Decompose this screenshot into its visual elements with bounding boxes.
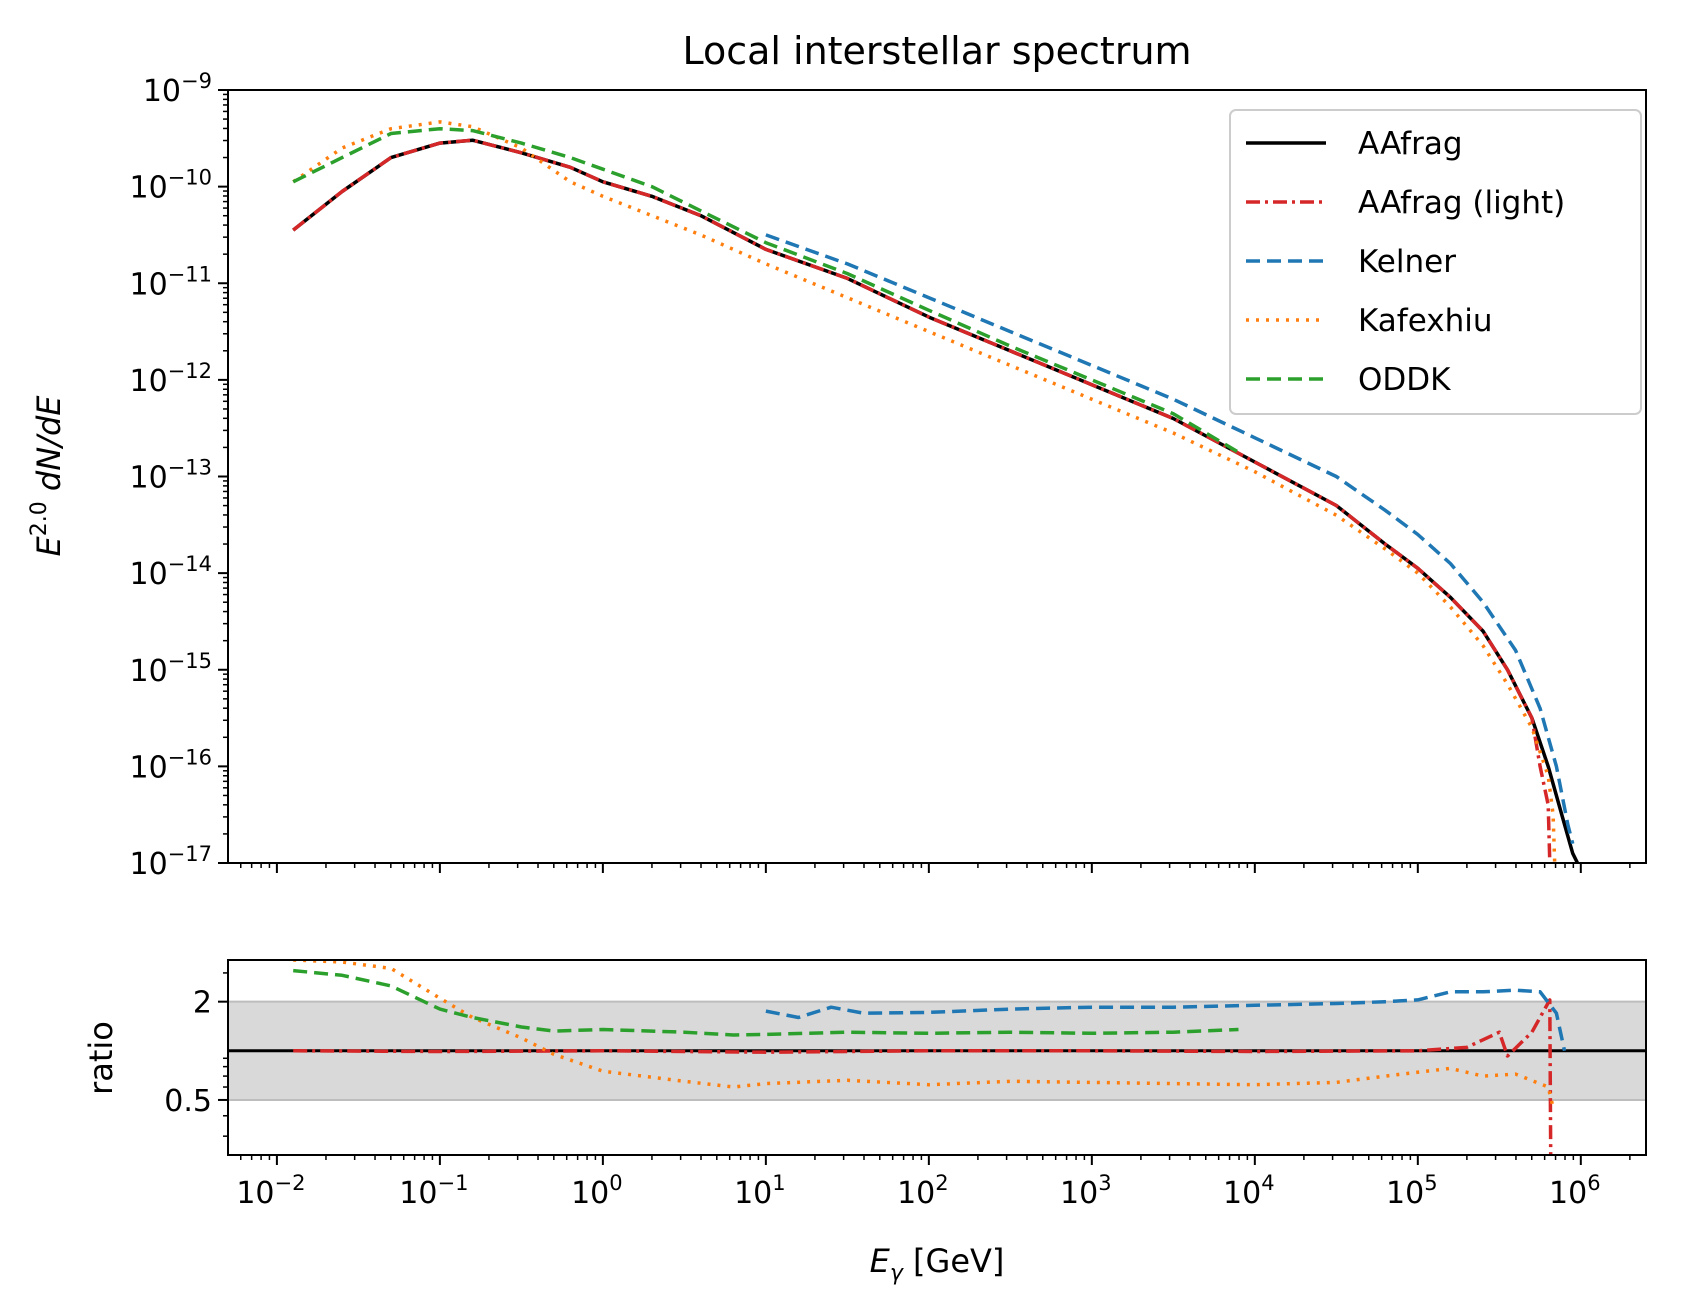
x-tick-label: 104 [1223,1171,1275,1211]
bottom-panel: 10−2 10−1 100 101 102 103 104 105 106 2 0.5 ratio [82,959,1647,1211]
legend: AAfrag AAfrag (light) Kelner Kafexhiu ODDK [1229,109,1642,415]
bottom-plot-frame [227,959,1647,1156]
x-tick-label: 10−1 [399,1171,468,1211]
bottom-series-group [228,960,1646,1155]
bottom-y-tick-label: 0.5 [164,1084,212,1119]
legend-label-kafexhiu: Kafexhiu [1358,303,1492,339]
x-tick-label: 10−2 [236,1171,305,1211]
x-tick-label: 101 [734,1171,786,1211]
top-axis-ticks: 10−9 10−10 10−11 10−12 10−13 10−14 10−15 10−16 1… [129,69,1631,882]
legend-label-aafrag: AAfrag [1358,126,1463,162]
top-y-tick-label: 10−10 [129,166,212,206]
legend-label-aafrag-light: AAfrag (light) [1358,185,1565,221]
bottom-y-tick-label: 2 [193,986,212,1021]
ratio-line-kafexhiu [293,960,1555,1108]
ratio-line-aafrag-light [293,998,1553,1155]
top-y-tick-label: 10−11 [129,262,212,302]
legend-box [1229,109,1642,415]
top-y-tick-label: 10−17 [129,842,212,882]
x-tick-label: 102 [897,1171,949,1211]
top-y-tick-label: 10−16 [129,745,212,785]
spectrum-line-kelner [765,233,1575,845]
top-series-group [292,120,1580,863]
x-tick-label: 105 [1386,1171,1438,1211]
spectrum-line-kafexhiu [292,120,1557,863]
x-axis-label: Eγ [GeV] [870,1242,1005,1286]
spectrum-line-aafrag-light [292,138,1552,863]
top-y-tick-label: 10−12 [129,359,212,399]
bottom-y-axis-label: ratio [82,1021,120,1095]
top-y-tick-label: 10−15 [129,649,212,689]
x-tick-label: 103 [1060,1171,1112,1211]
top-y-tick-label: 10−14 [129,552,212,592]
top-y-tick-label: 10−9 [143,69,212,109]
legend-label-kelner: Kelner [1358,244,1456,280]
legend-label-oddk: ODDK [1358,362,1451,398]
x-tick-label: 106 [1549,1171,1601,1211]
ratio-line-kelner [765,988,1567,1052]
chart-title: Local interstellar spectrum [682,29,1191,73]
spectrum-line-oddk [292,126,1240,454]
x-tick-label: 100 [571,1171,623,1211]
bottom-axis-ticks: 10−2 10−1 100 101 102 103 104 105 106 2 0.5 [164,972,1631,1211]
top-y-tick-label: 10−13 [129,456,212,496]
ratio-line-oddk [293,968,1239,1037]
top-y-axis-label: E2.0 dN/dE [27,395,68,557]
